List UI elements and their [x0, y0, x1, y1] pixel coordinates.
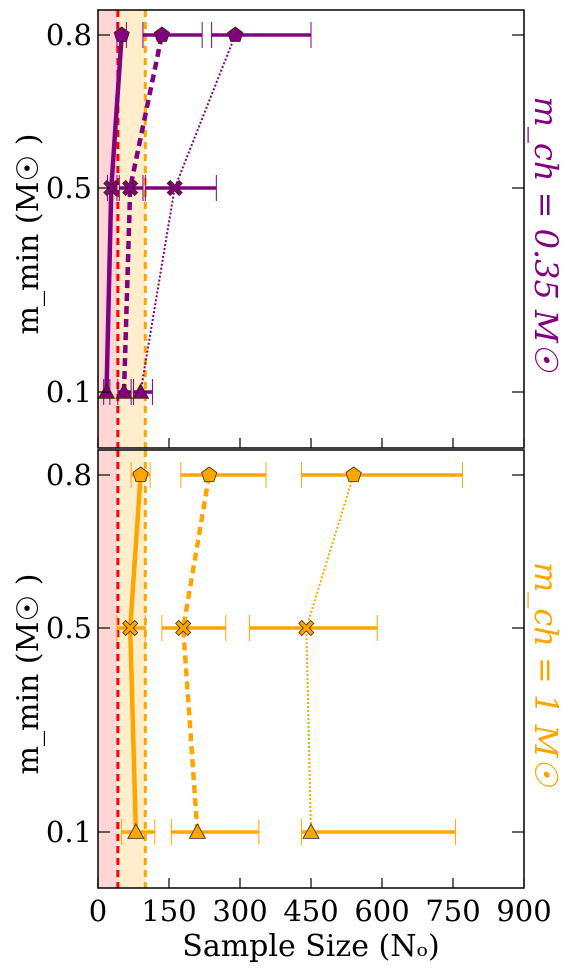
y-tick-label: 0.5: [46, 171, 92, 205]
cross-marker: [122, 179, 139, 197]
triangle-marker: [97, 383, 116, 399]
series-line: [121, 34, 165, 393]
series-dashed: [115, 22, 203, 405]
x-tick-label: 450: [283, 894, 338, 928]
series-line: [305, 474, 355, 833]
pentagon-marker: [113, 26, 130, 42]
x-tick-label: 0: [89, 894, 107, 928]
y-tick-label: 0.5: [46, 611, 92, 645]
triangle-marker: [188, 823, 207, 839]
cross-marker: [175, 619, 192, 637]
y-tick-label: 0.1: [46, 815, 92, 849]
plot-frame: [97, 9, 525, 449]
y-axis-title: m_min (M☉ ): [11, 134, 46, 335]
y-tick-label: 0.8: [46, 458, 92, 492]
cross-marker: [122, 619, 139, 637]
x-tick-label: 750: [425, 894, 480, 928]
cross-marker: [166, 179, 183, 197]
x-tick-label: 300: [212, 894, 267, 928]
series-dotted: [131, 22, 312, 405]
x-tick-label: 600: [354, 894, 409, 928]
series-dashed: [161, 462, 267, 845]
y-tick-label: 0.8: [46, 18, 92, 52]
panel-top: 0.1 0.5 0.8 m_min (M☉ ) m_ch = 0.35 M☉: [11, 9, 565, 449]
panel-side-label: m_ch = 0.35 M☉: [527, 97, 565, 373]
pentagon-marker: [201, 466, 218, 482]
triangle-marker: [302, 823, 320, 839]
pentagon-marker: [132, 466, 149, 482]
x-tick-label: 900: [496, 894, 551, 928]
triangle-marker: [115, 383, 133, 399]
shaded-band-0: [98, 450, 118, 888]
cross-marker: [298, 619, 315, 637]
panel-side-label: m_ch = 1 M☉: [527, 562, 565, 787]
triangle-marker: [127, 823, 145, 839]
x-axis-title: Sample Size (Nₒ): [182, 929, 439, 964]
pentagon-marker: [345, 466, 362, 482]
series-dotted: [248, 462, 463, 845]
series-line: [180, 474, 212, 833]
panel-bottom: 0.1 0.5 0.8 0 150 300 450 600 750 900 m_min (M☉ ) S…: [11, 449, 565, 964]
series-line: [139, 34, 237, 393]
y-axis-title: m_min (M☉ ): [11, 574, 46, 775]
x-tick-label: 150: [141, 894, 196, 928]
pentagon-marker: [227, 26, 244, 42]
series-solid: [116, 462, 156, 845]
triangle-marker: [131, 383, 150, 399]
pentagon-marker: [153, 26, 170, 42]
shaded-band-0: [98, 10, 118, 448]
y-tick-label: 0.1: [46, 375, 92, 409]
